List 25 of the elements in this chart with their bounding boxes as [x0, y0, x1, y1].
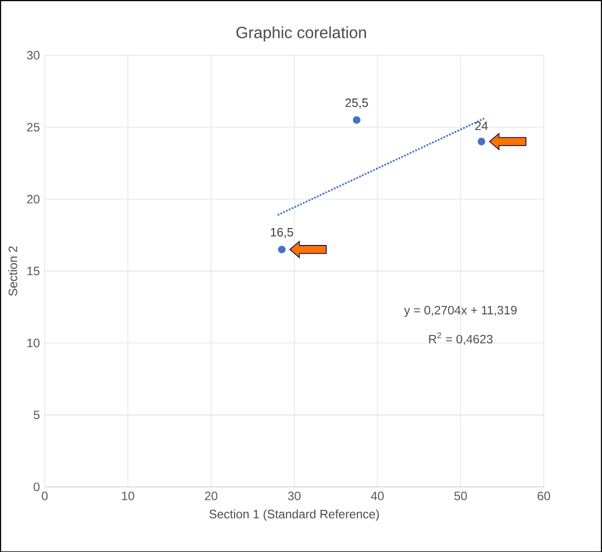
annotation: y = 0,2704x + 11,319 — [404, 306, 517, 317]
x-tick-label: 10 — [122, 491, 134, 500]
annotation: R$^{2}$ = 0,4623 — [429, 332, 493, 345]
y-tick-label: 25 — [27, 122, 40, 132]
y-tick-label: 20 — [27, 194, 40, 204]
y-tick-label: 30 — [26, 50, 40, 60]
point — [278, 245, 286, 254]
x-tick-label: 50 — [454, 491, 467, 500]
x-tick-label: 60 — [538, 491, 550, 500]
data-label: 16,5 — [270, 228, 294, 238]
y-tick-label: 0 — [34, 482, 40, 491]
point — [352, 116, 360, 124]
y-tick-label: 15 — [27, 266, 40, 276]
x-tick-label: 40 — [370, 491, 384, 500]
x-tick-label: 0 — [42, 491, 48, 500]
chart-title: Graphic corelation — [236, 26, 366, 42]
data-label: 25,5 — [345, 98, 368, 108]
data-label: 24 — [475, 121, 488, 130]
y-tick-label: 10 — [27, 338, 40, 348]
y-tick-label: 5 — [34, 410, 40, 419]
point — [478, 138, 486, 146]
y-axis-title: Section 2 — [8, 246, 18, 296]
x-tick-label: 30 — [288, 491, 301, 500]
x-tick-label: 20 — [204, 491, 218, 500]
x-axis-title: Section 1 (Standard Reference) — [209, 509, 379, 521]
